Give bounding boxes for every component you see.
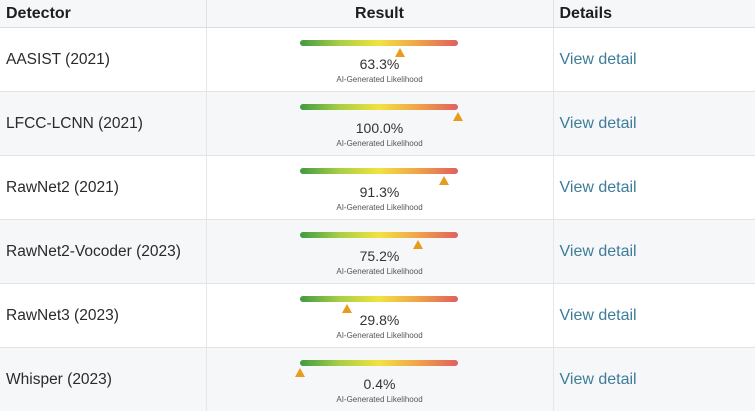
view-detail-link[interactable]: View detail: [559, 178, 637, 196]
likelihood-marker-icon: [413, 239, 424, 249]
result-cell: 0.4% AI-Generated Likelihood: [206, 347, 554, 411]
result-cell: 91.3% AI-Generated Likelihood: [206, 155, 554, 220]
table-row: LFCC-LCNN (2021) 100.0% AI-Generated Lik…: [0, 91, 755, 156]
view-detail-link[interactable]: View detail: [559, 50, 637, 68]
likelihood-caption: AI-Generated Likelihood: [336, 394, 423, 404]
result-cell: 63.3% AI-Generated Likelihood: [206, 27, 554, 92]
likelihood-marker-icon: [452, 111, 463, 121]
likelihood-percent: 63.3%: [359, 55, 400, 72]
likelihood-gradient-bar: [299, 295, 458, 302]
details-cell: View detail: [553, 91, 755, 156]
detector-name: LFCC-LCNN (2021): [0, 91, 207, 156]
likelihood-caption: AI-Generated Likelihood: [336, 138, 423, 148]
view-detail-link[interactable]: View detail: [559, 242, 637, 260]
likelihood-meter: 75.2% AI-Generated Likelihood: [299, 223, 460, 281]
result-cell: 100.0% AI-Generated Likelihood: [206, 91, 554, 156]
view-detail-link[interactable]: View detail: [559, 114, 637, 132]
table-row: RawNet2-Vocoder (2023) 75.2% AI-Generate…: [0, 219, 755, 284]
details-cell: View detail: [553, 27, 755, 92]
likelihood-meter: 91.3% AI-Generated Likelihood: [299, 159, 460, 217]
result-cell: 75.2% AI-Generated Likelihood: [206, 219, 554, 284]
table-header: Detector Result Details: [0, 0, 755, 28]
table-row: RawNet3 (2023) 29.8% AI-Generated Likeli…: [0, 283, 755, 348]
likelihood-gradient-bar: [299, 167, 458, 174]
detector-name: Whisper (2023): [0, 347, 207, 411]
column-header-details: Details: [553, 0, 755, 28]
column-header-result: Result: [206, 0, 554, 28]
detector-name: RawNet2 (2021): [0, 155, 207, 220]
detector-name: RawNet3 (2023): [0, 283, 207, 348]
likelihood-percent: 91.3%: [359, 183, 400, 200]
likelihood-gradient-bar: [299, 359, 458, 366]
likelihood-caption: AI-Generated Likelihood: [336, 202, 423, 212]
likelihood-meter: 100.0% AI-Generated Likelihood: [299, 95, 463, 153]
likelihood-marker-icon: [438, 175, 449, 185]
result-cell: 29.8% AI-Generated Likelihood: [206, 283, 554, 348]
likelihood-gradient-bar: [299, 103, 458, 110]
likelihood-caption: AI-Generated Likelihood: [336, 266, 423, 276]
details-cell: View detail: [553, 155, 755, 220]
table-row: RawNet2 (2021) 91.3% AI-Generated Likeli…: [0, 155, 755, 220]
column-header-detector: Detector: [0, 0, 207, 28]
likelihood-meter: 63.3% AI-Generated Likelihood: [299, 31, 460, 89]
likelihood-meter: 29.8% AI-Generated Likelihood: [299, 287, 460, 345]
likelihood-marker-icon: [341, 303, 352, 313]
detector-name: RawNet2-Vocoder (2023): [0, 219, 207, 284]
likelihood-marker-icon: [295, 367, 306, 377]
likelihood-gradient-bar: [299, 231, 458, 238]
likelihood-percent: 29.8%: [359, 311, 400, 328]
table-row: Whisper (2023) 0.4% AI-Generated Likelih…: [0, 347, 755, 411]
likelihood-caption: AI-Generated Likelihood: [336, 74, 423, 84]
detector-name: AASIST (2021): [0, 27, 207, 92]
likelihood-percent: 75.2%: [359, 247, 400, 264]
details-cell: View detail: [553, 347, 755, 411]
likelihood-caption: AI-Generated Likelihood: [336, 330, 423, 340]
view-detail-link[interactable]: View detail: [559, 306, 637, 324]
details-cell: View detail: [553, 219, 755, 284]
likelihood-marker-icon: [394, 47, 405, 57]
likelihood-percent: 0.4%: [363, 375, 396, 392]
table-row: AASIST (2021) 63.3% AI-Generated Likelih…: [0, 27, 755, 92]
table-body: AASIST (2021) 63.3% AI-Generated Likelih…: [0, 27, 755, 411]
likelihood-gradient-bar: [299, 39, 458, 46]
likelihood-percent: 100.0%: [355, 119, 404, 136]
likelihood-meter: 0.4% AI-Generated Likelihood: [295, 351, 460, 409]
view-detail-link[interactable]: View detail: [559, 370, 637, 388]
details-cell: View detail: [553, 283, 755, 348]
